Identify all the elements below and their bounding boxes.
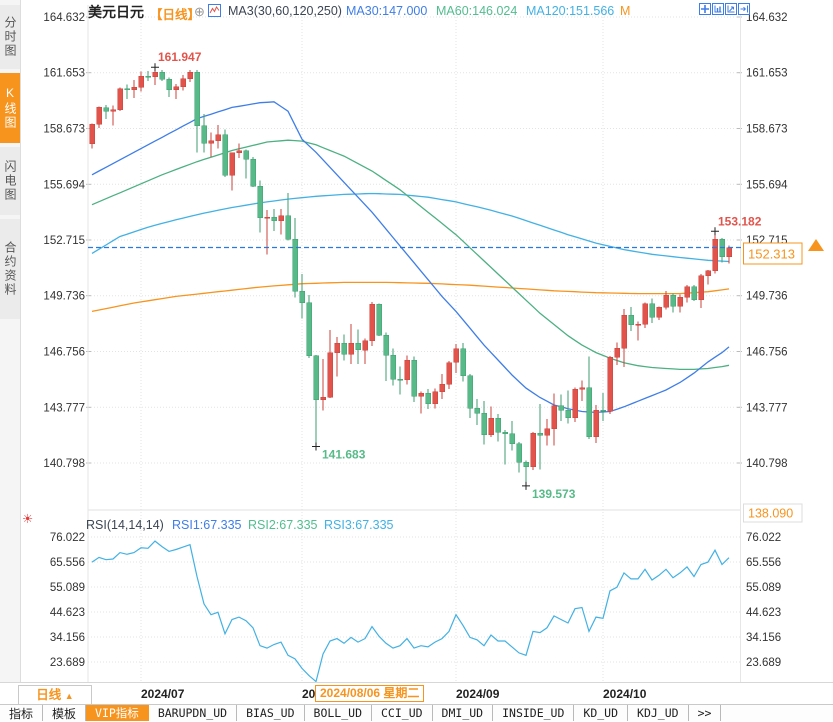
chevron-up-icon: ▲ <box>64 691 74 701</box>
svg-text:141.683: 141.683 <box>322 447 366 461</box>
tab-inside_ud[interactable]: INSIDE_UD <box>493 705 575 721</box>
month-label-2: 2024/09 <box>456 687 500 701</box>
chart-type-sidebar: 分时图 K线图闪电图合约资料 <box>0 0 21 704</box>
ma-group-label[interactable]: MA3(30,60,120,250) <box>228 4 342 18</box>
rsi-line <box>91 540 730 683</box>
ma30-line <box>91 101 730 414</box>
sidebar-item-3[interactable]: 合约资料 <box>0 219 20 319</box>
svg-text:149.736: 149.736 <box>746 291 788 303</box>
scale-bottom-label: 138.090 <box>743 503 803 523</box>
crosshair-tool-icon[interactable] <box>699 3 711 15</box>
period-selector-button[interactable]: 日线 ▲ <box>18 685 92 705</box>
ma250-line <box>91 281 730 313</box>
svg-text:76.022: 76.022 <box>746 532 781 544</box>
tab-dmi_ud[interactable]: DMI_UD <box>433 705 494 721</box>
tab-[interactable]: 模板 <box>43 705 87 721</box>
svg-text:161.653: 161.653 <box>43 68 85 80</box>
rsi1-value: RSI1:67.335 <box>172 518 242 532</box>
ma250-value: M <box>620 4 631 18</box>
svg-text:23.689: 23.689 <box>746 657 781 669</box>
svg-text:138.090: 138.090 <box>748 507 793 521</box>
add-icon[interactable]: ⊕ <box>194 4 205 19</box>
pane-borders <box>87 5 741 682</box>
svg-text:149.736: 149.736 <box>43 291 85 303</box>
price-annotations: 161.947 153.182 141.683 139.573 <box>151 50 762 501</box>
svg-text:44.623: 44.623 <box>746 607 781 619</box>
tab-barupdn_ud[interactable]: BARUPDN_UD <box>149 705 238 721</box>
svg-text:143.777: 143.777 <box>746 402 788 414</box>
crosshair-date-label: 2024/08/06 星期二 <box>315 685 425 702</box>
month-label-0: 2024/07 <box>141 687 185 701</box>
svg-text:140.798: 140.798 <box>746 458 788 470</box>
sidebar-item-2[interactable]: 闪电图 <box>0 147 20 215</box>
tab-vip[interactable]: VIP指标 <box>86 705 149 721</box>
ma30-value: MA30:147.000 <box>346 4 428 18</box>
tab-kdj_ud[interactable]: KDJ_UD <box>628 705 689 721</box>
svg-text:155.694: 155.694 <box>746 179 788 191</box>
ma120-line <box>91 192 730 263</box>
tab-[interactable]: 指标 <box>0 705 44 721</box>
svg-text:146.756: 146.756 <box>746 347 788 359</box>
svg-text:143.777: 143.777 <box>43 402 85 414</box>
candles[interactable] <box>89 67 732 486</box>
svg-text:164.632: 164.632 <box>43 12 85 24</box>
axis-scale-tool-icon[interactable] <box>712 3 724 15</box>
rsi-title[interactable]: RSI(14,14,14) <box>86 518 164 532</box>
chart-type-icon[interactable] <box>208 4 221 22</box>
svg-text:140.798: 140.798 <box>43 458 85 470</box>
svg-text:65.556: 65.556 <box>50 557 85 569</box>
scroll-latest-arrow-icon[interactable] <box>808 239 824 251</box>
svg-text:152.313: 152.313 <box>748 247 795 262</box>
rsi-grid-and-labels: 76.022 76.022 65.556 65.556 55.089 55.089 44.6… <box>50 532 781 669</box>
month-gridlines <box>140 5 604 682</box>
svg-text:146.756: 146.756 <box>43 347 85 359</box>
svg-text:153.182: 153.182 <box>718 214 762 228</box>
tab-kd_ud[interactable]: KD_UD <box>574 705 629 721</box>
svg-text:161.653: 161.653 <box>746 68 788 80</box>
svg-text:152.715: 152.715 <box>43 235 85 247</box>
sidebar-item-1[interactable]: K线图 <box>0 73 20 143</box>
svg-text:164.632: 164.632 <box>746 12 788 24</box>
collapse-panel-icon[interactable] <box>738 3 750 15</box>
svg-text:55.089: 55.089 <box>746 582 781 594</box>
symbol-title: 美元日元 <box>88 4 144 20</box>
svg-text:158.673: 158.673 <box>746 124 788 136</box>
month-label-3: 2024/10 <box>603 687 647 701</box>
time-axis-row: 日线 ▲ 2024/072024/082024/092024/102024/08… <box>0 682 833 705</box>
svg-text:76.022: 76.022 <box>50 532 85 544</box>
period-tag[interactable]: 【日线】 <box>150 8 201 22</box>
svg-text:158.673: 158.673 <box>43 124 85 136</box>
ma120-value: MA120:151.566 <box>526 4 615 18</box>
svg-text:155.694: 155.694 <box>43 179 85 191</box>
svg-text:34.156: 34.156 <box>50 632 85 644</box>
svg-text:139.573: 139.573 <box>532 487 576 501</box>
svg-text:44.623: 44.623 <box>50 607 85 619</box>
tab-[interactable]: >> <box>689 705 722 721</box>
svg-text:34.156: 34.156 <box>746 632 781 644</box>
svg-text:55.089: 55.089 <box>50 582 85 594</box>
indicator-settings-icon[interactable]: ☀ <box>22 512 34 526</box>
rsi3-value: RSI3:67.335 <box>324 518 394 532</box>
period-selector-label: 日线 <box>36 688 62 702</box>
sidebar-item-0[interactable]: 分时图 <box>0 5 20 69</box>
ma60-value: MA60:146.024 <box>436 4 518 18</box>
current-price-label: 152.313 <box>743 242 803 265</box>
svg-text:23.689: 23.689 <box>50 657 85 669</box>
chart-toolbar <box>699 3 750 15</box>
axis-measure-tool-icon[interactable] <box>725 3 737 15</box>
tab-boll_ud[interactable]: BOLL_UD <box>305 705 372 721</box>
tab-bias_ud[interactable]: BIAS_UD <box>237 705 305 721</box>
rsi2-value: RSI2:67.335 <box>248 518 318 532</box>
svg-text:161.947: 161.947 <box>158 50 202 64</box>
indicator-tab-bar: 指标 模板 VIP指标 BARUPDN_UD BIAS_UD BOLL_UD CCI_UD D… <box>0 704 833 721</box>
ma60-line <box>91 139 730 371</box>
svg-text:65.556: 65.556 <box>746 557 781 569</box>
tab-cci_ud[interactable]: CCI_UD <box>372 705 433 721</box>
